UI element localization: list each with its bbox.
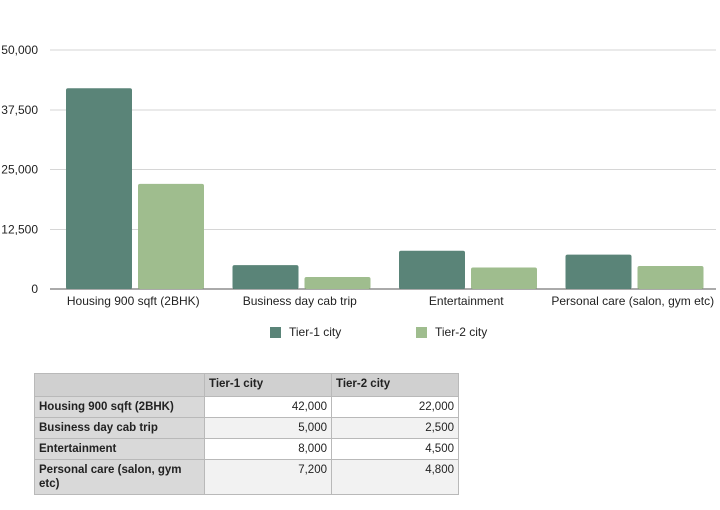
y-tick-label: 37,500 (1, 103, 38, 117)
y-tick-label: 12,500 (1, 222, 38, 236)
bar (471, 267, 537, 289)
bar-chart: 0 12,500 25,000 37,500 50,000 Housing 900 sqf… (1, 43, 716, 308)
cell-value: 22,000 (331, 396, 459, 418)
cell-value: 7,200 (204, 459, 332, 495)
bar (637, 266, 704, 289)
bar (232, 265, 299, 289)
legend-swatch-tier-1 (270, 326, 281, 338)
table-row: Entertainment 8,000 4,500 (34, 438, 459, 460)
y-tick-label: 25,000 (1, 163, 38, 177)
row-label: Business day cab trip (34, 417, 205, 439)
cell-value: 4,800 (331, 459, 459, 495)
table-row: Business day cab trip 5,000 2,500 (34, 417, 459, 439)
row-label: Entertainment (34, 438, 205, 460)
table-col-header-tier-1: Tier-1 city (204, 373, 332, 397)
x-tick-label: Business day cab trip (243, 294, 357, 308)
table-col-header-tier-2: Tier-2 city (331, 373, 459, 397)
table-header-row: Tier-1 city Tier-2 city (34, 373, 459, 397)
x-tick-label: Personal care (salon, gym etc) (551, 294, 714, 308)
bar (66, 88, 132, 290)
cell-value: 42,000 (204, 396, 332, 418)
cell-value: 2,500 (331, 417, 459, 439)
bar (399, 250, 465, 289)
legend-label-tier-1: Tier-1 city (289, 325, 342, 339)
chart-legend: Tier-1 city Tier-2 city (0, 325, 720, 343)
legend-item-tier-2: Tier-2 city (416, 325, 487, 339)
row-label: Personal care (salon, gym etc) (34, 459, 205, 495)
legend-label-tier-2: Tier-2 city (435, 325, 488, 339)
bar (304, 277, 371, 289)
row-label: Housing 900 sqft (2BHK) (34, 396, 205, 418)
y-tick-label: 50,000 (1, 43, 38, 57)
cell-value: 8,000 (204, 438, 332, 460)
legend-swatch-tier-2 (416, 326, 427, 338)
bar (565, 254, 632, 289)
x-tick-label: Housing 900 sqft (2BHK) (67, 294, 200, 308)
cell-value: 5,000 (204, 417, 332, 439)
bar (138, 183, 204, 289)
x-tick-label: Entertainment (429, 294, 504, 308)
cell-value: 4,500 (331, 438, 459, 460)
legend-item-tier-1: Tier-1 city (270, 325, 341, 339)
table-row: Housing 900 sqft (2BHK) 42,000 22,000 (34, 396, 459, 418)
y-tick-label: 0 (31, 282, 38, 296)
data-table: Tier-1 city Tier-2 city Housing 900 sqft… (34, 373, 459, 495)
table-corner-cell (34, 373, 205, 397)
table-row: Personal care (salon, gym etc) 7,200 4,8… (34, 459, 459, 495)
